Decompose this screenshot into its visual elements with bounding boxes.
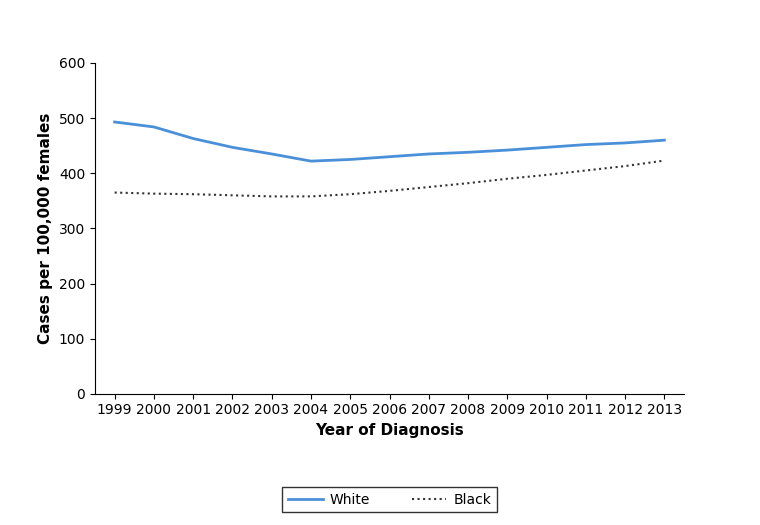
X-axis label: Year of Diagnosis: Year of Diagnosis xyxy=(315,423,464,438)
Y-axis label: Cases per 100,000 females: Cases per 100,000 females xyxy=(38,113,53,344)
Legend: White, Black: White, Black xyxy=(282,487,497,512)
